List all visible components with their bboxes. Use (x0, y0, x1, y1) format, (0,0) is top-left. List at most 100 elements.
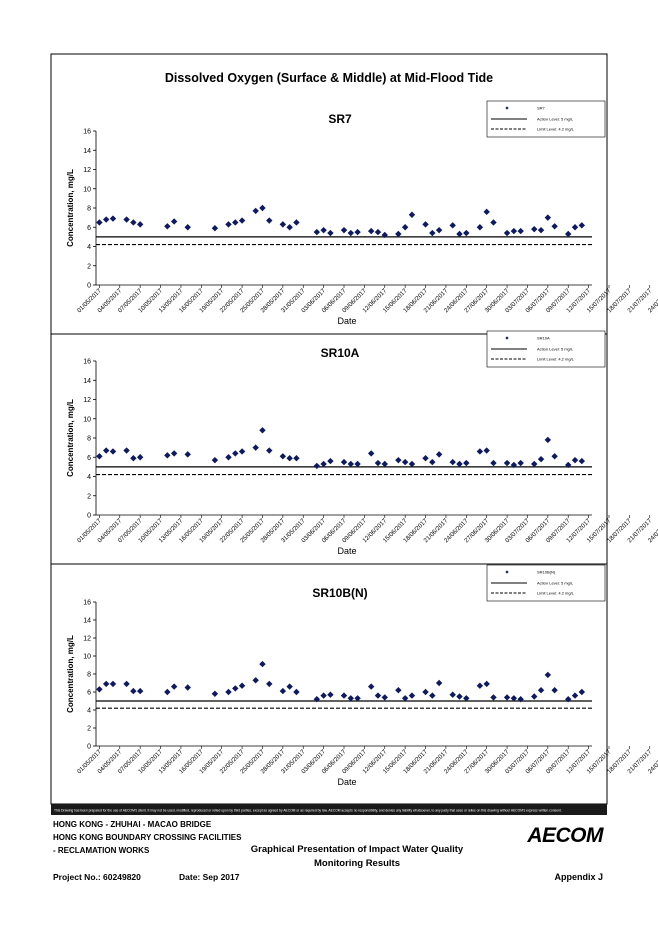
data-point (347, 229, 354, 237)
legend-limit-label: Limit Level: 4.2 mg/L (537, 357, 575, 362)
data-point (102, 680, 110, 688)
y-tick-label: 6 (87, 225, 91, 232)
data-point (327, 691, 334, 698)
data-point (483, 447, 490, 454)
data-point (109, 215, 117, 222)
data-point (408, 460, 416, 468)
data-point (266, 680, 273, 688)
project-line-3: - RECLAMATION WORKS (53, 846, 150, 855)
data-point (96, 686, 103, 693)
legend-series-label: SR10A (537, 336, 550, 341)
data-point (483, 208, 490, 216)
data-point (435, 226, 443, 234)
data-point (259, 204, 266, 212)
data-point (476, 224, 484, 231)
data-point (313, 228, 321, 236)
data-point (483, 680, 490, 688)
y-tick-label: 6 (87, 690, 91, 697)
data-point (123, 216, 130, 223)
data-point (456, 460, 463, 468)
data-point (232, 685, 239, 692)
data-point (96, 453, 103, 460)
x-axis-label: Date (337, 316, 356, 326)
chart-title: SR7 (328, 112, 352, 126)
data-point (544, 214, 552, 221)
data-point (374, 459, 382, 467)
data-point (340, 226, 348, 234)
data-point (184, 684, 191, 691)
data-point (381, 694, 388, 701)
data-point (374, 228, 382, 236)
data-point (293, 455, 300, 462)
data-point (422, 688, 429, 696)
data-point (109, 680, 117, 688)
data-point (517, 459, 524, 467)
y-tick-label: 8 (87, 672, 91, 679)
graph-title-line-1: Graphical Presentation of Impact Water Q… (251, 844, 464, 855)
data-point (551, 223, 558, 230)
data-point (395, 687, 402, 694)
data-point (164, 223, 171, 230)
data-point (354, 228, 361, 236)
y-tick-label: 4 (87, 244, 91, 251)
data-point (531, 225, 538, 233)
data-point (225, 221, 232, 228)
disclaimer-bar (51, 804, 607, 815)
data-point (565, 461, 572, 469)
data-point (327, 229, 334, 237)
y-tick-label: 4 (87, 708, 91, 715)
data-point (551, 453, 558, 460)
y-tick-label: 14 (83, 618, 91, 625)
data-point (164, 688, 171, 696)
data-point (340, 692, 348, 699)
data-point (327, 457, 334, 465)
data-point (266, 447, 273, 454)
y-tick-label: 8 (87, 436, 91, 443)
data-point (184, 451, 191, 458)
data-point (109, 448, 117, 455)
data-point (401, 224, 409, 231)
data-point (408, 692, 416, 699)
data-point (211, 456, 219, 464)
data-point (279, 453, 287, 460)
legend-marker (505, 336, 509, 340)
data-point (503, 229, 511, 237)
data-point (463, 459, 470, 467)
data-point (476, 448, 484, 455)
data-point (503, 459, 511, 467)
data-point (422, 221, 429, 228)
data-point (531, 460, 538, 468)
data-point (313, 696, 321, 703)
data-point (293, 219, 300, 226)
data-point (565, 230, 572, 238)
data-point (136, 221, 144, 228)
disclaimer-text: This Drawing has been prepared for the u… (54, 809, 562, 813)
data-point (510, 227, 518, 235)
y-tick-label: 16 (83, 600, 91, 607)
y-tick-label: 12 (83, 397, 91, 404)
data-point (252, 444, 259, 451)
y-tick-label: 2 (87, 263, 91, 270)
data-point (401, 695, 409, 702)
legend-series-label: SR7 (537, 106, 546, 111)
data-point (293, 688, 300, 696)
data-point (259, 427, 266, 434)
x-axis-label: Date (337, 546, 356, 556)
legend-action-label: Action Level: 5 mg/L (537, 117, 574, 122)
data-point (279, 687, 287, 695)
data-point (435, 679, 443, 687)
data-point (544, 436, 552, 444)
data-point (340, 458, 348, 466)
chart-title: SR10A (321, 346, 360, 360)
data-point (374, 692, 382, 699)
data-point (551, 687, 558, 694)
data-point (286, 455, 293, 462)
data-point (123, 680, 130, 688)
data-point (463, 229, 470, 237)
data-point (476, 682, 484, 689)
data-point (102, 216, 110, 223)
data-point (238, 448, 246, 455)
project-line-2: HONG KONG BOUNDARY CROSSING FACILITIES (53, 833, 242, 842)
y-tick-label: 0 (87, 283, 91, 290)
